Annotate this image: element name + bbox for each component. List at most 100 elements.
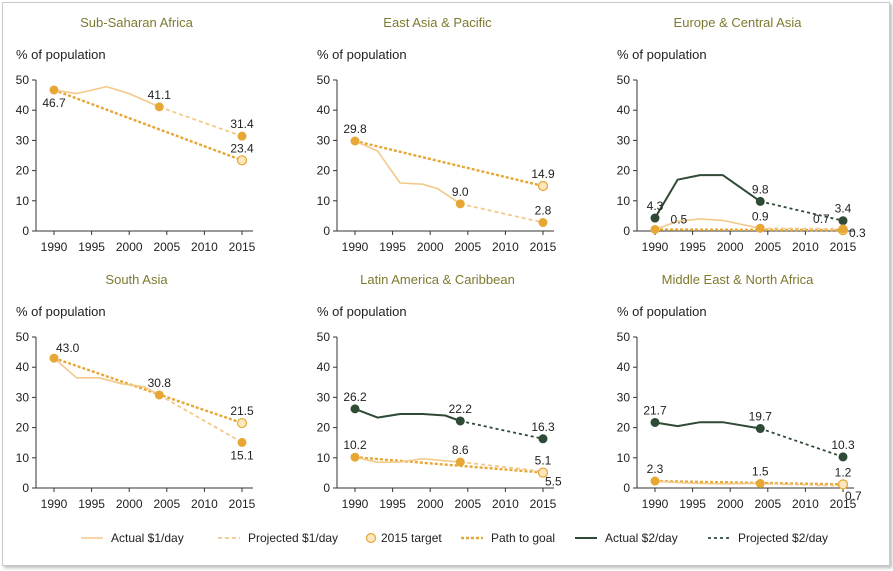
series-line [760, 200, 844, 222]
panel-title: Latin America & Caribbean [360, 272, 515, 287]
y-tick-label: 0 [22, 481, 29, 495]
data-label: 4.3 [647, 199, 664, 213]
x-tick-label: 2005 [153, 497, 180, 511]
data-label: 5.5 [545, 474, 562, 488]
x-tick-label: 2015 [830, 497, 857, 511]
data-label: 29.8 [343, 122, 367, 136]
panel-4: South Asia % of population 0 10 20 30 40 50 1990… [16, 272, 256, 511]
panel-title: South Asia [105, 272, 168, 287]
series-line [53, 88, 243, 162]
legend-item: Actual $1/day [81, 531, 184, 545]
x-tick-label: 1990 [342, 240, 369, 254]
x-tick-label: 1990 [41, 240, 68, 254]
y-tick-label: 50 [617, 330, 631, 344]
x-tick-label: 1995 [78, 240, 105, 254]
data-label: 0.7 [845, 489, 862, 503]
x-tick-label: 2005 [754, 497, 781, 511]
x-tick-label: 2000 [717, 497, 744, 511]
series-line [53, 357, 160, 396]
x-tick-label: 2010 [792, 497, 819, 511]
data-label: 15.1 [230, 448, 254, 462]
panel-2: East Asia & Pacific % of population 0 10 20 3… [317, 15, 557, 254]
x-tick-label: 2015 [530, 497, 557, 511]
data-label: 8.6 [452, 443, 469, 457]
data-point [650, 476, 660, 486]
data-point [650, 224, 660, 234]
data-point [838, 224, 848, 234]
x-tick-label: 1990 [342, 497, 369, 511]
data-label: 1.2 [835, 465, 852, 479]
legend-label: Projected $1/day [248, 531, 338, 545]
data-point [350, 404, 360, 414]
data-point [838, 216, 848, 226]
data-label: 0.5 [671, 212, 688, 226]
series-line [654, 480, 761, 485]
data-label: 43.0 [56, 341, 80, 355]
y-tick-label: 30 [617, 133, 631, 147]
panel-title: East Asia & Pacific [383, 15, 492, 30]
data-point [650, 213, 660, 223]
x-tick-label: 2000 [116, 497, 143, 511]
x-tick-label: 2015 [229, 240, 256, 254]
x-tick-label: 2005 [754, 240, 781, 254]
x-tick-label: 1995 [78, 497, 105, 511]
y-tick-label: 40 [317, 103, 331, 117]
target-marker [236, 155, 248, 166]
data-point [755, 478, 765, 488]
data-point [154, 390, 164, 400]
legend-label: Path to goal [491, 531, 555, 545]
y-tick-label: 20 [617, 164, 631, 178]
series-line [654, 218, 761, 231]
data-label: 22.2 [449, 402, 473, 416]
y-tick-label: 0 [323, 224, 330, 238]
data-point [755, 424, 765, 434]
legend-item: Projected $2/day [708, 531, 828, 545]
y-tick-label: 20 [617, 421, 631, 435]
y-tick-label: 50 [16, 73, 30, 87]
series-line [354, 456, 544, 474]
x-tick-label: 1990 [41, 497, 68, 511]
y-tick-label: 10 [617, 451, 631, 465]
y-tick-label: 0 [623, 481, 630, 495]
y-tick-label: 30 [317, 133, 331, 147]
data-label: 23.4 [230, 141, 254, 155]
data-label: 0.9 [752, 209, 769, 223]
legend-item: Projected $1/day [218, 531, 338, 545]
data-point [838, 452, 848, 462]
y-tick-label: 0 [323, 481, 330, 495]
data-point [350, 452, 360, 462]
data-label: 2.8 [535, 204, 552, 218]
legend-swatch [365, 532, 377, 544]
y-tick-label: 30 [16, 390, 30, 404]
x-tick-label: 1995 [679, 240, 706, 254]
y-tick-label: 10 [16, 194, 30, 208]
x-tick-label: 2005 [153, 240, 180, 254]
data-point [755, 196, 765, 206]
target-marker [837, 479, 849, 490]
legend: Actual $1/day Projected $1/day 2015 target… [81, 531, 828, 545]
data-label: 9.0 [452, 185, 469, 199]
y-tick-label: 40 [317, 360, 331, 374]
series-line [654, 479, 844, 486]
panel-title: Europe & Central Asia [674, 15, 803, 30]
data-point [49, 353, 59, 363]
y-axis-label: % of population [617, 47, 707, 62]
y-tick-label: 50 [317, 330, 331, 344]
y-tick-label: 0 [22, 224, 29, 238]
series-line [654, 421, 761, 430]
data-point [350, 136, 360, 146]
series-line [654, 174, 761, 219]
y-tick-label: 20 [16, 421, 30, 435]
data-label: 3.4 [835, 202, 852, 216]
data-label: 10.3 [831, 438, 855, 452]
series-line [158, 394, 243, 444]
data-label: 31.4 [230, 117, 254, 131]
series-line [354, 456, 461, 464]
y-tick-label: 10 [16, 451, 30, 465]
series-line [354, 140, 461, 205]
series-line [354, 139, 544, 188]
x-tick-label: 2000 [116, 240, 143, 254]
legend-label: 2015 target [381, 531, 442, 545]
legend-item: Path to goal [461, 531, 555, 545]
